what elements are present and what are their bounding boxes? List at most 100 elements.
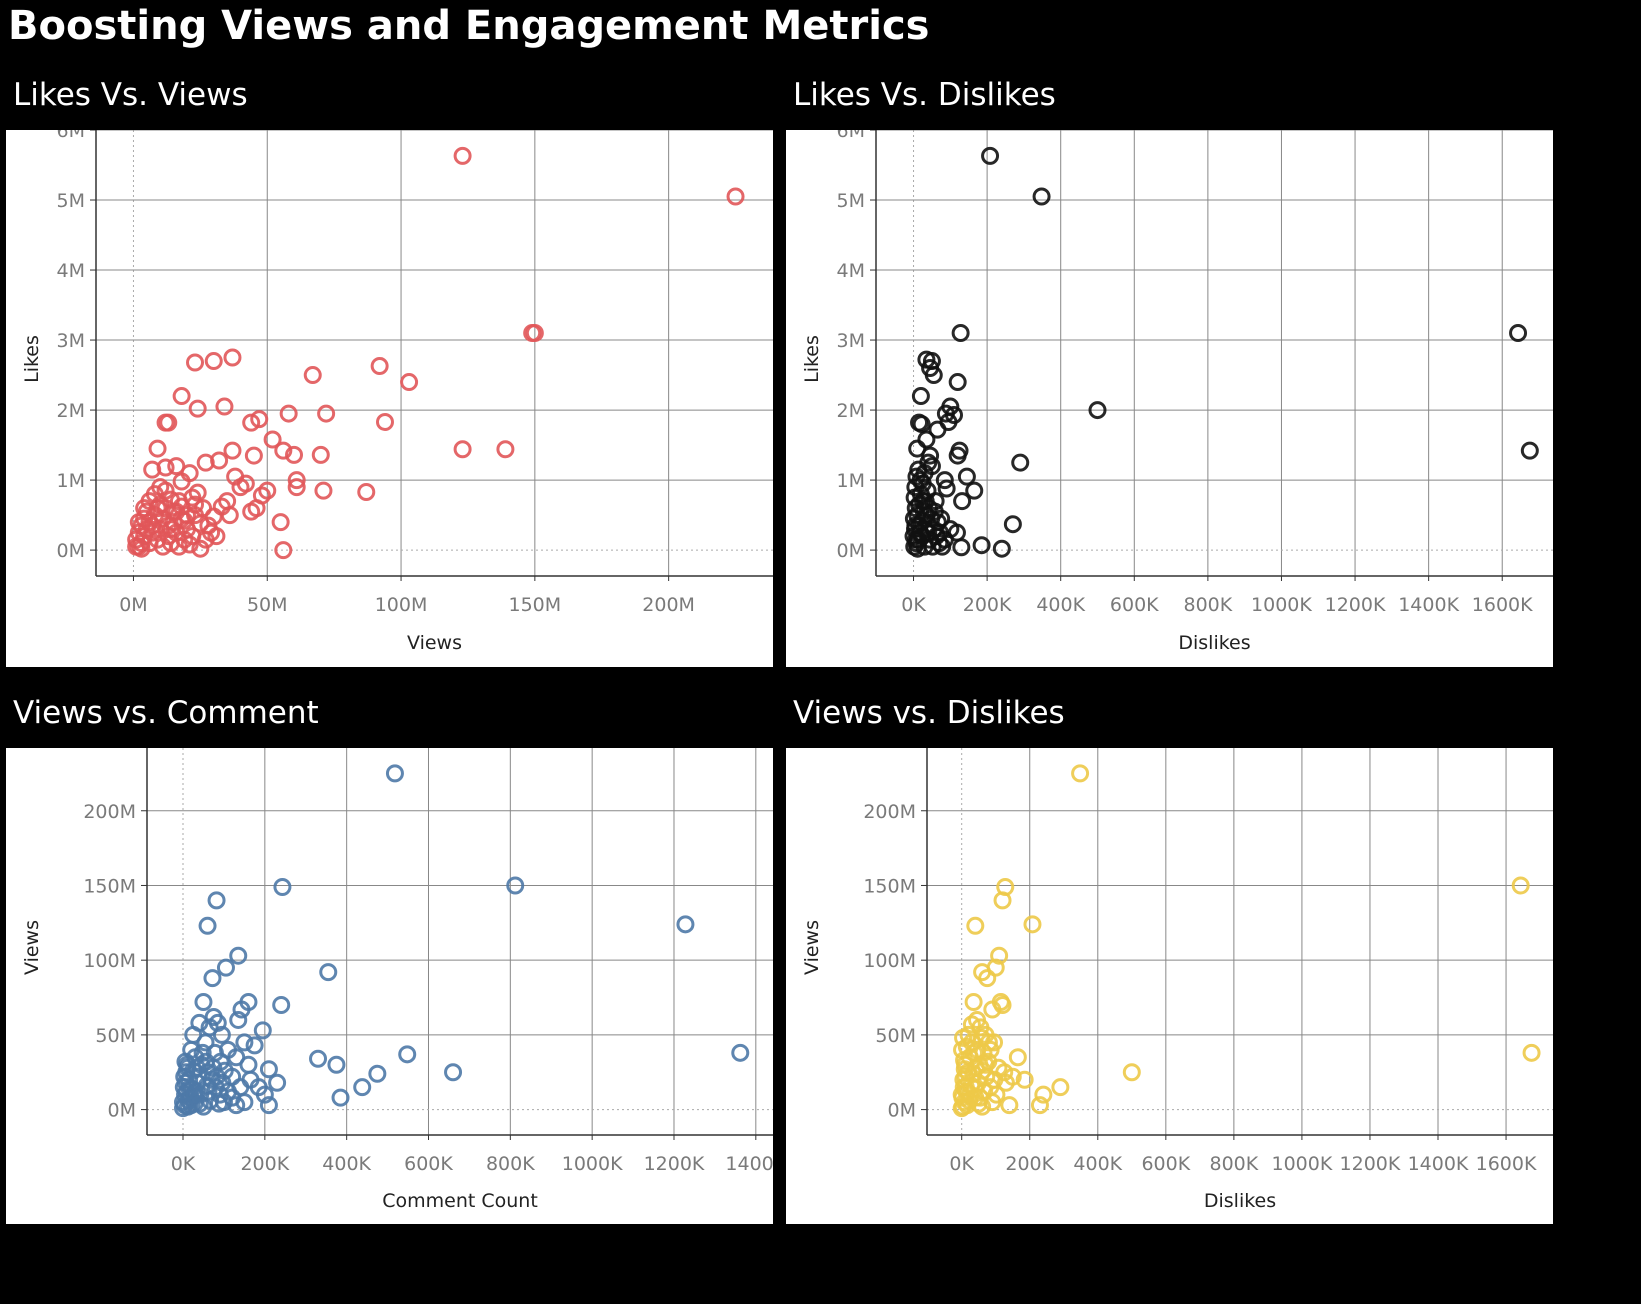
data-point — [993, 891, 1012, 910]
data-point — [186, 495, 205, 514]
scatter-views-vs-comment: 0K 200K 400K 600K 800K 1000K 1200K 1400K 0M 50M 10… — [21, 748, 773, 1212]
x-tick-label: 1400K — [725, 1153, 773, 1175]
data-point — [954, 1028, 973, 1047]
data-point — [235, 1033, 254, 1052]
data-point — [241, 1070, 260, 1089]
data-point — [245, 1036, 264, 1055]
data-point — [303, 366, 322, 385]
data-point — [1088, 401, 1107, 420]
y-tick-label: 5M — [57, 190, 85, 212]
y-axis-label: Likes — [21, 335, 43, 383]
data-point — [190, 1094, 209, 1113]
scatter-panel-views-vs-dislikes[interactable]: 0K 200K 400K 600K 800K 1000K 1200K 1400K 1600K 0M… — [786, 748, 1553, 1224]
y-tick-label: 200M — [83, 801, 136, 823]
data-point — [921, 446, 940, 465]
x-tick-label: 1200K — [1325, 594, 1386, 616]
x-axis-label: Comment Count — [382, 1190, 538, 1212]
chart-title-views-vs-dislikes: Views vs. Dislikes — [793, 695, 1065, 731]
y-tick-label: 6M — [837, 130, 865, 142]
data-point — [924, 366, 943, 385]
scatter-panel-views-vs-comment[interactable]: 0K 200K 400K 600K 800K 1000K 1200K 1400K 0M 50M 10… — [6, 748, 773, 1224]
data-point — [453, 146, 472, 165]
data-points — [952, 764, 1541, 1118]
data-point — [1015, 1070, 1034, 1089]
y-tick-label: 1M — [837, 470, 865, 492]
x-tick-label: 0M — [119, 594, 147, 616]
data-point — [216, 958, 235, 977]
data-point — [928, 513, 947, 532]
x-tick-label: 1600K — [1472, 594, 1533, 616]
data-point — [204, 1007, 223, 1026]
data-point — [253, 1021, 272, 1040]
data-point — [969, 1094, 988, 1113]
data-point — [223, 348, 242, 367]
data-point — [951, 324, 970, 343]
data-point — [211, 1052, 230, 1071]
gridlines — [147, 748, 773, 1135]
x-tick-label: 0K — [949, 1153, 974, 1175]
scatter-panel-likes-vs-views[interactable]: 0M 50M 100M 150M 200M 0M 1M 2M 3M 4M 5M 6M Views Like… — [6, 130, 773, 667]
data-point — [247, 499, 266, 518]
data-point — [210, 451, 229, 470]
data-point — [229, 1010, 248, 1029]
data-point — [172, 472, 191, 491]
scatter-panel-likes-vs-dislikes[interactable]: 0K 200K 400K 600K 800K 1000K 1200K 1400K 1600K 0M… — [786, 130, 1553, 667]
data-point — [213, 1073, 232, 1092]
data-point — [979, 1033, 998, 1052]
data-point — [215, 397, 234, 416]
data-point — [676, 915, 695, 934]
data-point — [1509, 324, 1528, 343]
x-tick-label: 200K — [1005, 1153, 1054, 1175]
data-point — [232, 1000, 251, 1019]
data-point — [965, 481, 984, 500]
data-point — [972, 536, 991, 555]
x-axis-label: Views — [407, 632, 462, 654]
data-point — [186, 353, 205, 372]
y-tick-label: 0M — [888, 1100, 916, 1122]
data-point — [191, 539, 210, 558]
data-point — [981, 146, 1000, 165]
data-point — [1522, 1043, 1541, 1062]
data-points — [127, 146, 745, 560]
data-point — [948, 373, 967, 392]
data-point — [268, 1073, 287, 1092]
data-point — [311, 445, 330, 464]
data-point — [207, 527, 226, 546]
data-point — [229, 946, 248, 965]
data-point — [287, 478, 306, 497]
data-point — [925, 502, 944, 521]
data-point — [905, 488, 924, 507]
data-point — [453, 440, 472, 459]
y-tick-label: 100M — [83, 950, 136, 972]
data-point — [204, 352, 223, 371]
data-point — [368, 1064, 387, 1083]
data-point — [919, 523, 938, 542]
data-point — [159, 527, 178, 546]
x-tick-label: 150M — [509, 594, 562, 616]
data-point — [1003, 515, 1022, 534]
x-tick-label: 800K — [486, 1153, 535, 1175]
data-point — [992, 539, 1011, 558]
y-tick-label: 3M — [837, 330, 865, 352]
data-point — [274, 541, 293, 560]
data-point — [936, 404, 955, 423]
data-point — [205, 1043, 224, 1062]
y-tick-label: 4M — [57, 260, 85, 282]
data-point — [357, 482, 376, 501]
data-point — [182, 1096, 201, 1115]
data-point — [331, 1088, 350, 1107]
data-point — [983, 1000, 1002, 1019]
data-point — [198, 916, 217, 935]
chart-title-likes-vs-dislikes: Likes Vs. Dislikes — [793, 77, 1056, 113]
data-point — [258, 481, 277, 500]
data-point — [172, 509, 191, 528]
data-points — [174, 764, 750, 1118]
data-point — [259, 1060, 278, 1079]
scatter-views-vs-dislikes: 0K 200K 400K 600K 800K 1000K 1200K 1400K 1600K 0M… — [801, 748, 1553, 1212]
data-point — [987, 1085, 1006, 1104]
data-point — [263, 430, 282, 449]
data-point — [156, 458, 175, 477]
data-point — [193, 1043, 212, 1062]
data-point — [178, 1058, 197, 1077]
data-point — [327, 1055, 346, 1074]
